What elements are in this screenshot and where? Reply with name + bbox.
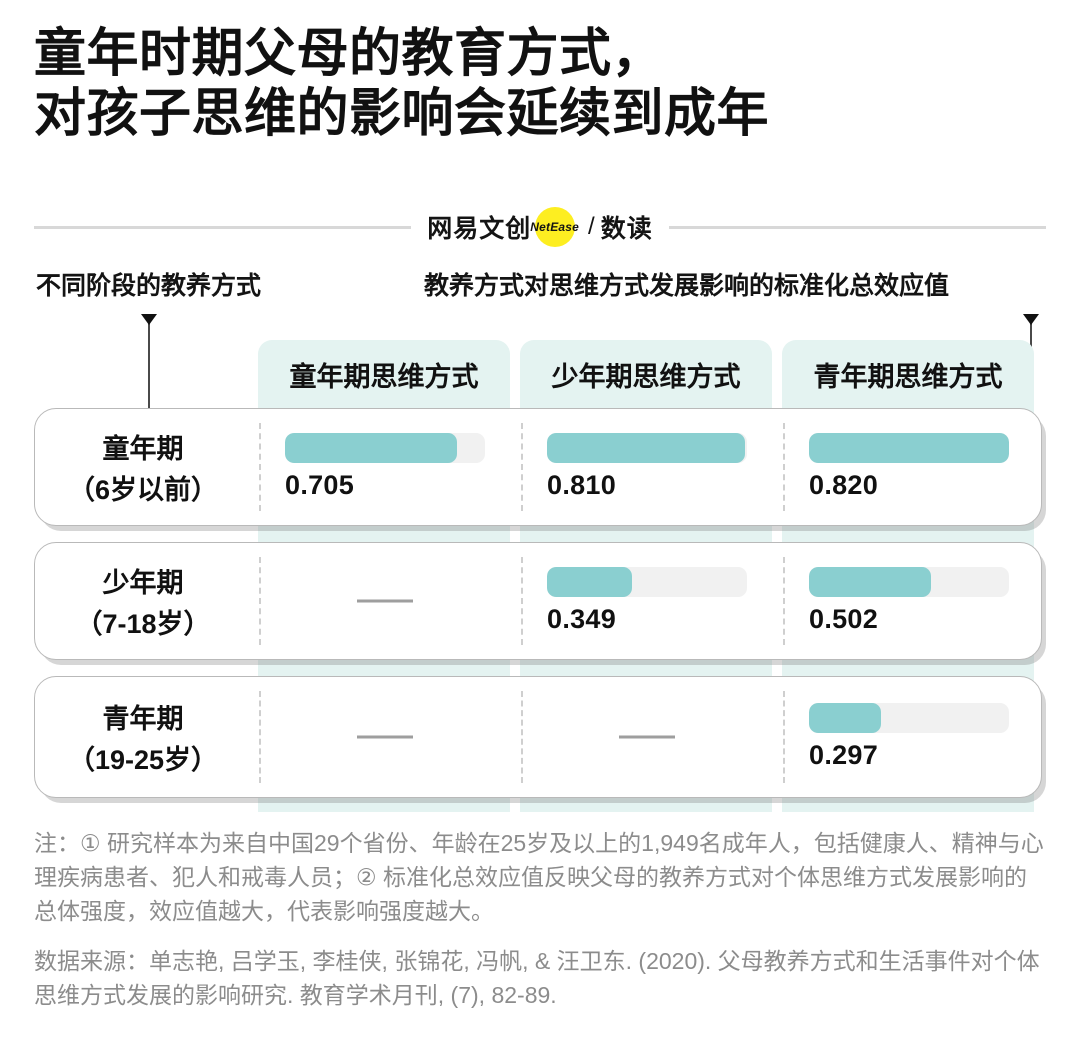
bar-track	[547, 567, 747, 597]
table-row: 少年期 （7-18岁） 0.349 0.502	[34, 542, 1042, 660]
column-divider	[521, 691, 523, 783]
column-header-1: 少年期思维方式	[551, 361, 741, 392]
footer-notes: 注：① 研究样本为来自中国29个省份、年龄在25岁及以上的1,949名成年人，包…	[34, 826, 1046, 1012]
arrow-down-icon	[141, 314, 157, 325]
annotation-left-label: 不同阶段的教养方式	[36, 272, 262, 300]
column-divider	[783, 691, 785, 783]
bar-fill	[809, 703, 882, 733]
column-divider	[783, 557, 785, 645]
bar-value-label: 0.810	[547, 470, 617, 500]
title-line-1: 童年时期父母的教育方式，	[34, 25, 665, 83]
bar-track	[809, 567, 1009, 597]
arrow-down-icon	[1023, 314, 1039, 325]
title-line-2: 对孩子思维的影响会延续到成年	[34, 85, 770, 143]
brand-subname-cn: 数读	[600, 215, 653, 243]
column-divider	[259, 557, 261, 645]
bar-cell: 0.297	[809, 703, 1009, 771]
bar-fill	[547, 567, 633, 597]
dash-glyph	[619, 735, 675, 739]
no-data-dash	[547, 735, 747, 739]
bar-value-label: 0.820	[809, 470, 879, 500]
bar-value-label: 0.349	[547, 604, 617, 634]
bar-value-label: 0.297	[809, 740, 879, 770]
table-cell	[521, 677, 773, 797]
netease-badge: NetEase	[525, 207, 584, 247]
bar-value-label: 0.705	[285, 470, 355, 500]
row-label-0: 童年期 （6岁以前）	[35, 409, 251, 525]
bar-track	[285, 433, 485, 463]
bar-track	[547, 433, 747, 463]
bar-value-label: 0.502	[809, 604, 879, 634]
annotation-right-label: 教养方式对思维方式发展影响的标准化总效应值	[424, 272, 950, 300]
no-data-dash	[285, 599, 485, 603]
bar-fill	[285, 433, 457, 463]
column-header-2: 青年期思维方式	[813, 361, 1003, 392]
column-divider	[521, 423, 523, 511]
bar-fill	[809, 433, 1009, 463]
divider-rule-right	[668, 225, 1046, 229]
bar-cell: 0.705	[285, 433, 485, 501]
bar-cell: 0.502	[809, 567, 1009, 635]
note-methodology: 注：① 研究样本为来自中国29个省份、年龄在25岁及以上的1,949名成年人，包…	[34, 830, 1044, 924]
bar-track	[809, 433, 1009, 463]
row-label-line1: 少年期	[102, 568, 184, 598]
table-cell: 0.705	[259, 409, 511, 525]
bar-cell: 0.820	[809, 433, 1009, 501]
brand-name-cn: 网易文创	[427, 215, 532, 243]
row-label-line2: （6岁以前）	[67, 475, 219, 505]
table-cell: 0.297	[783, 677, 1035, 797]
row-label-2: 青年期 （19-25岁）	[35, 677, 251, 797]
table-cell: 0.502	[783, 543, 1035, 659]
column-header-0: 童年期思维方式	[289, 361, 479, 392]
no-data-dash	[285, 735, 485, 739]
dash-glyph	[357, 599, 413, 603]
brand-slash: /	[588, 213, 595, 240]
brand-divider: 网易文创 NetEase / 数读	[34, 206, 1046, 248]
row-label-1: 少年期 （7-18岁）	[35, 543, 251, 659]
dash-glyph	[357, 735, 413, 739]
column-divider	[259, 691, 261, 783]
column-divider	[783, 423, 785, 511]
table-row: 童年期 （6岁以前） 0.705 0.810 0.820	[34, 408, 1042, 526]
page-title: 童年时期父母的教育方式， 对孩子思维的影响会延续到成年	[34, 24, 1034, 144]
table-cell: 0.349	[521, 543, 773, 659]
note-source: 数据来源：单志艳, 吕学玉, 李桂侠, 张锦花, 冯帆, & 汪卫东. (202…	[34, 948, 1040, 1008]
table-cell	[259, 543, 511, 659]
table-cell: 0.810	[521, 409, 773, 525]
row-label-line2: （19-25岁）	[67, 745, 219, 775]
table-cell: 0.820	[783, 409, 1035, 525]
column-divider	[521, 557, 523, 645]
bar-fill	[809, 567, 932, 597]
yellow-circle-icon	[534, 207, 575, 247]
bar-cell: 0.810	[547, 433, 747, 501]
annotation-left-pointer	[141, 314, 157, 420]
table-row: 青年期 （19-25岁） 0.297	[34, 676, 1042, 798]
row-label-line1: 青年期	[102, 704, 184, 734]
column-divider	[259, 423, 261, 511]
row-label-line1: 童年期	[102, 434, 184, 464]
bar-track	[809, 703, 1009, 733]
brand-logo: 网易文创 NetEase / 数读	[411, 207, 668, 247]
row-label-line2: （7-18岁）	[75, 609, 211, 639]
brand-name-en: NetEase	[530, 220, 580, 234]
table-cell	[259, 677, 511, 797]
divider-rule-left	[34, 225, 412, 229]
bar-fill	[547, 433, 745, 463]
bar-cell: 0.349	[547, 567, 747, 635]
